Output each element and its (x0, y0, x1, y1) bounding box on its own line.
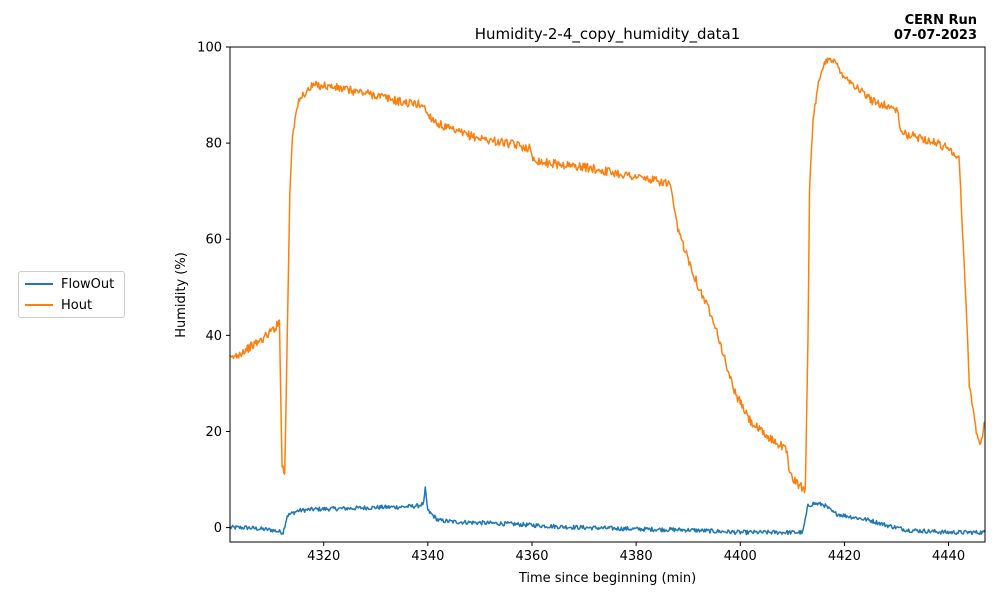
y-tick-label: 0 (214, 521, 222, 536)
x-tick-label: 4440 (932, 549, 965, 564)
x-tick-label: 4420 (828, 549, 861, 564)
run-annotation: CERN Run 07-07-2023 (894, 13, 977, 43)
x-tick-label: 4320 (307, 549, 340, 564)
legend-item-flowout: FlowOut (25, 275, 114, 293)
legend-swatch-flowout (25, 283, 53, 285)
series-line-hout (230, 57, 985, 494)
chart-title: Humidity-2-4_copy_humidity_data1 (475, 25, 741, 44)
y-tick-label: 80 (205, 137, 222, 152)
legend-label-hout: Hout (61, 297, 93, 313)
x-tick-label: 4360 (515, 549, 548, 564)
run-date: 07-07-2023 (893, 28, 977, 43)
run-name: CERN Run (904, 13, 977, 28)
y-tick-label: 60 (205, 233, 222, 248)
y-tick-label: 20 (205, 425, 222, 440)
series-line-flowout (230, 486, 985, 536)
x-tick-label: 4400 (724, 549, 757, 564)
legend-swatch-hout (25, 304, 53, 306)
legend: FlowOut Hout (18, 271, 125, 318)
x-tick-label: 4340 (411, 549, 444, 564)
x-tick-label: 4380 (620, 549, 653, 564)
legend-label-flowout: FlowOut (61, 276, 115, 292)
plot-frame (229, 46, 986, 543)
y-tick-label: 40 (205, 329, 222, 344)
y-tick-label: 100 (197, 41, 222, 56)
legend-item-hout: Hout (25, 296, 92, 314)
plot-area: 4320 4340 4360 4380 4400 4420 4440 0 20 40 60 80 100 (197, 41, 986, 564)
y-axis-label: Humidity (%) (174, 252, 189, 338)
x-axis-label: Time since beginning (min) (518, 571, 696, 586)
